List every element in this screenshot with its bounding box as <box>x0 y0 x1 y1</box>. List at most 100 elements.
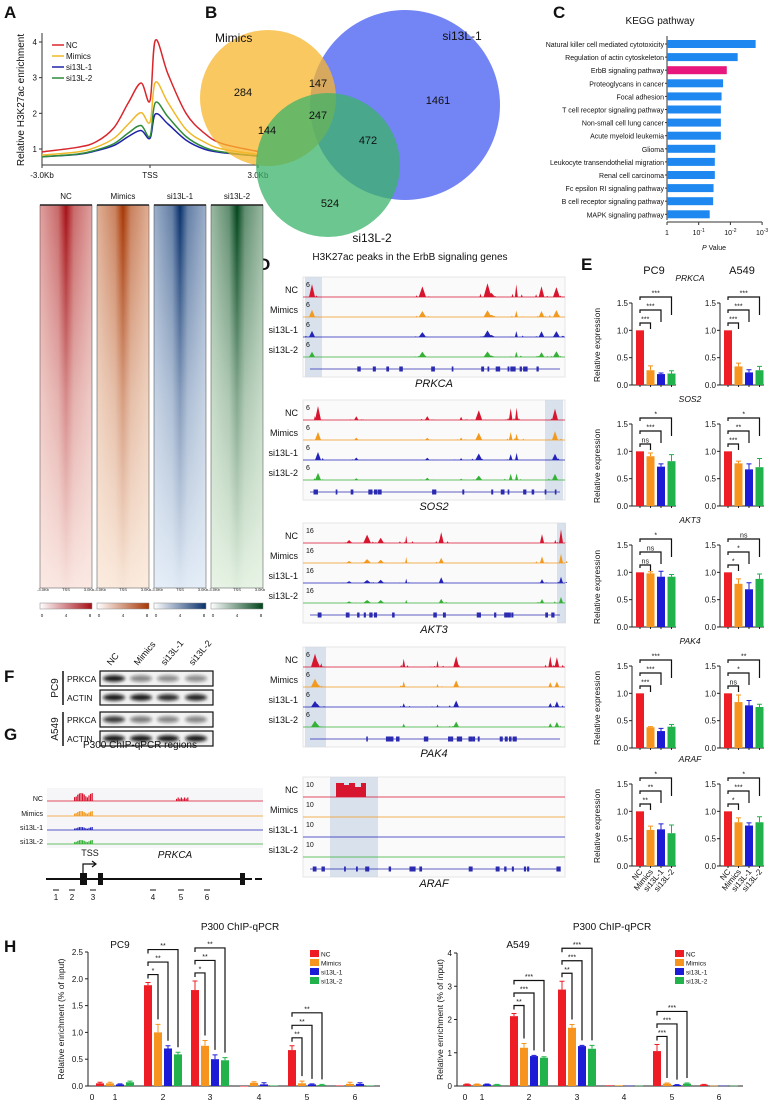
y-tick-label: 0.0 <box>705 623 717 632</box>
y-tick-label: 1.5 <box>617 299 629 308</box>
track-sample-label: NC <box>285 285 298 295</box>
colorbar-tick-label: 8 <box>89 613 92 618</box>
track-signal-NC <box>311 653 564 667</box>
y-tick-label: 1.0 <box>705 326 717 335</box>
bar-si13L-1 <box>745 825 753 866</box>
track-frame <box>302 646 566 748</box>
venn-diagram: Mimics si13L-1 si13L-2 284 147 1461 247 144 472 5… <box>200 10 500 245</box>
error-bar <box>511 1013 517 1017</box>
significance-bracket <box>194 959 216 1050</box>
region-number: 2 <box>70 893 75 902</box>
error-bar <box>736 817 741 823</box>
significance-bracket <box>639 803 652 810</box>
track-scale-label: 16 <box>306 548 314 555</box>
track-signal-si13L-1 <box>74 827 93 830</box>
exon <box>487 366 490 372</box>
error-bar <box>669 723 674 727</box>
significance-label: * <box>737 667 740 674</box>
exon <box>423 736 429 742</box>
band <box>185 716 207 723</box>
error-bar <box>654 1043 660 1052</box>
significance-bracket <box>727 538 761 557</box>
bar-region6-NC <box>700 1084 708 1086</box>
bar-region4-NC <box>240 1086 248 1087</box>
heatmap-x-tick: 3.0Kb <box>255 587 266 592</box>
heatmap-column-label: Mimics <box>111 192 136 201</box>
venn-set-label: Mimics <box>215 31 252 45</box>
chip-qpcr-bar-chart-PC9: P300 ChIP-qPCR PC9 Relative enrichment (% … <box>56 922 380 1102</box>
colorbar-tick-label: 4 <box>179 613 182 618</box>
track-sample-label: si13L-1 <box>268 448 298 458</box>
error-bar <box>648 571 653 574</box>
bar-region5-si13L-1 <box>673 1085 681 1086</box>
category-label: ErbB signaling pathway <box>591 68 665 75</box>
error-bar <box>746 463 752 470</box>
bar-region1-NC <box>463 1084 471 1086</box>
track-sample-label: si13L-2 <box>268 845 298 855</box>
exon <box>523 866 527 872</box>
exon <box>495 366 501 372</box>
significance-label: *** <box>646 304 654 311</box>
heatmap-x-tick: TSS <box>62 587 70 592</box>
significance-bracket <box>513 992 535 1051</box>
venn-count-si13L-1_si13L-2: 472 <box>359 135 377 147</box>
significance-bracket <box>561 960 583 1041</box>
y-tick-label: 0.0 <box>617 381 629 390</box>
panel-label-G: G <box>4 725 17 744</box>
series-line-NC <box>41 39 259 153</box>
protein-label: PRKCA <box>67 674 97 684</box>
significance-label: *** <box>729 317 737 324</box>
venn-set-label: si13L-1 <box>442 29 482 43</box>
error-bar <box>669 574 674 577</box>
panel-label-H: H <box>4 937 16 956</box>
exon <box>545 612 548 618</box>
y-tick-label: 1.5 <box>705 662 717 671</box>
significance-bracket <box>639 659 673 678</box>
exon <box>317 612 322 618</box>
significance-label: *** <box>641 317 649 324</box>
track-sample-label: si13L-2 <box>20 839 43 846</box>
highlight-region <box>305 277 322 377</box>
bar-region1-si13L-1 <box>483 1084 491 1086</box>
tss-arrow-icon <box>82 860 97 875</box>
error-bar <box>757 816 762 823</box>
legend-label: si13L-2 <box>686 979 708 986</box>
y-tick-label: 0.5 <box>705 717 717 726</box>
y-tick-label: 0.5 <box>617 475 629 484</box>
error-bar <box>658 372 664 375</box>
exon <box>504 866 507 872</box>
colorbar-tick-label: 8 <box>203 613 206 618</box>
region-number: 4 <box>151 893 156 902</box>
exon <box>431 366 435 372</box>
significance-label: *** <box>641 680 649 687</box>
venn-count-Mimics_only: 284 <box>234 87 252 99</box>
bar-region5-Mimics <box>298 1083 306 1086</box>
exon <box>499 736 503 742</box>
x-tick-label: 10-1 <box>693 228 705 237</box>
error-bar <box>222 1057 228 1061</box>
tick-base: 10 <box>756 230 764 237</box>
y-tick-label: 0.0 <box>705 862 717 871</box>
significance-bracket <box>727 417 761 436</box>
exon <box>536 366 539 372</box>
y-tick-label: 0.5 <box>72 1055 84 1064</box>
band <box>130 694 152 701</box>
y-tick-label: 4 <box>448 949 453 958</box>
tss-label: TSS <box>81 848 99 858</box>
exon <box>350 489 354 495</box>
error-bar <box>251 1081 257 1083</box>
exon <box>344 866 346 872</box>
y-tick-label: 1 <box>448 1049 453 1058</box>
significance-bracket <box>513 979 545 1052</box>
error-bar <box>746 822 752 826</box>
track-scale-label: 6 <box>306 465 310 472</box>
exon <box>507 366 510 372</box>
y-axis-label: Relative enrichment (% of input) <box>56 958 66 1079</box>
error-bar <box>648 365 653 371</box>
bar-Proteoglycans-in-cancer <box>667 79 724 88</box>
category-label: Renal cell carcinoma <box>599 173 664 180</box>
bar-NC <box>724 330 732 385</box>
blot-strip <box>99 730 214 747</box>
significance-bracket <box>727 551 750 564</box>
